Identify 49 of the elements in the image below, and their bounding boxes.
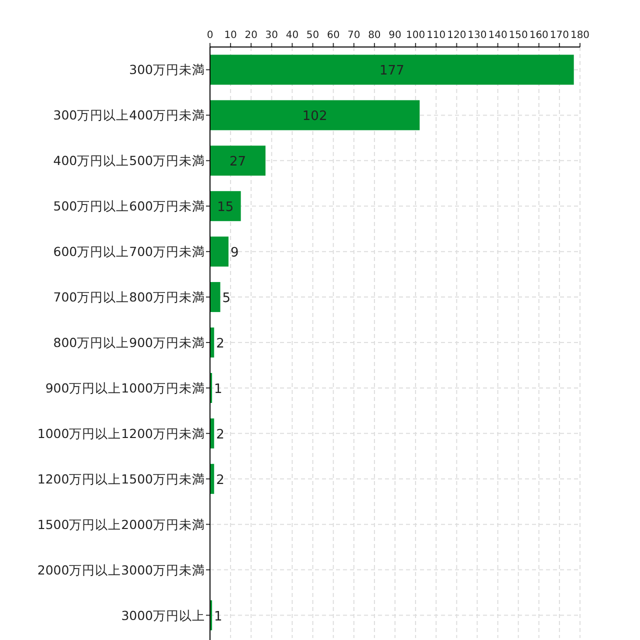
y-tick-label: 800万円以上900万円未満 [53,335,205,350]
data-label: 2 [216,336,224,352]
x-tick-label: 100 [406,30,426,41]
data-label: 9 [230,246,239,261]
bar [210,236,228,267]
bar [210,191,241,222]
x-tick-label: 70 [348,30,360,41]
y-tick-label: 3000万円以上 [121,608,205,623]
x-tick-label: 20 [244,30,258,41]
data-label: 2 [216,427,224,442]
bar [210,100,420,130]
x-tick-label: 0 [206,30,214,41]
x-tick-label: 80 [368,30,381,41]
x-tick-label: 40 [286,30,299,41]
x-tick-label: 150 [508,30,528,41]
x-tick-label: 50 [306,30,320,41]
y-tick-label: 500万円以上600万円未満 [53,198,205,214]
y-tick-label: 700万円以上800万円未満 [53,290,205,305]
data-label: 2 [216,472,224,488]
y-tick-label: 1000万円以上1200万円未満 [37,426,205,441]
data-label: 1 [214,382,222,397]
y-tick-label: 900万円以上1000万円未満 [45,380,205,396]
y-tick-label: 400万円以上500万円未満 [53,153,205,168]
x-tick-label: 10 [224,30,237,41]
x-tick-label: 160 [529,30,548,41]
x-tick-label: 110 [426,30,446,41]
y-tick-label: 1200万円以上1500万円未満 [37,471,205,486]
data-label: 5 [222,291,231,306]
x-tick-label: 130 [468,30,487,41]
data-label: 27 [229,154,246,170]
data-label: 102 [302,109,328,124]
x-tick-label: 120 [447,30,466,41]
data-label: 177 [380,64,404,79]
y-tick-label: 2000万円以上3000万円未満 [37,562,205,578]
x-tick-label: 30 [265,30,278,41]
x-tick-label: 60 [326,30,340,41]
bar [210,282,220,312]
x-tick-label: 180 [570,30,590,41]
data-label: 1 [214,609,222,624]
y-tick-label: 600万円以上700万円未満 [53,244,205,260]
data-label: 15 [217,200,234,216]
y-tick-label: 300万円以上400万円未満 [53,108,205,123]
y-tick-label: 300万円未満 [129,62,205,78]
y-tick-label: 1500万円以上2000万円未満 [37,516,205,532]
bar [210,146,266,176]
x-tick-label: 90 [388,30,402,41]
bar [210,54,574,85]
x-tick-label: 140 [488,30,508,41]
x-tick-label: 170 [550,30,569,41]
